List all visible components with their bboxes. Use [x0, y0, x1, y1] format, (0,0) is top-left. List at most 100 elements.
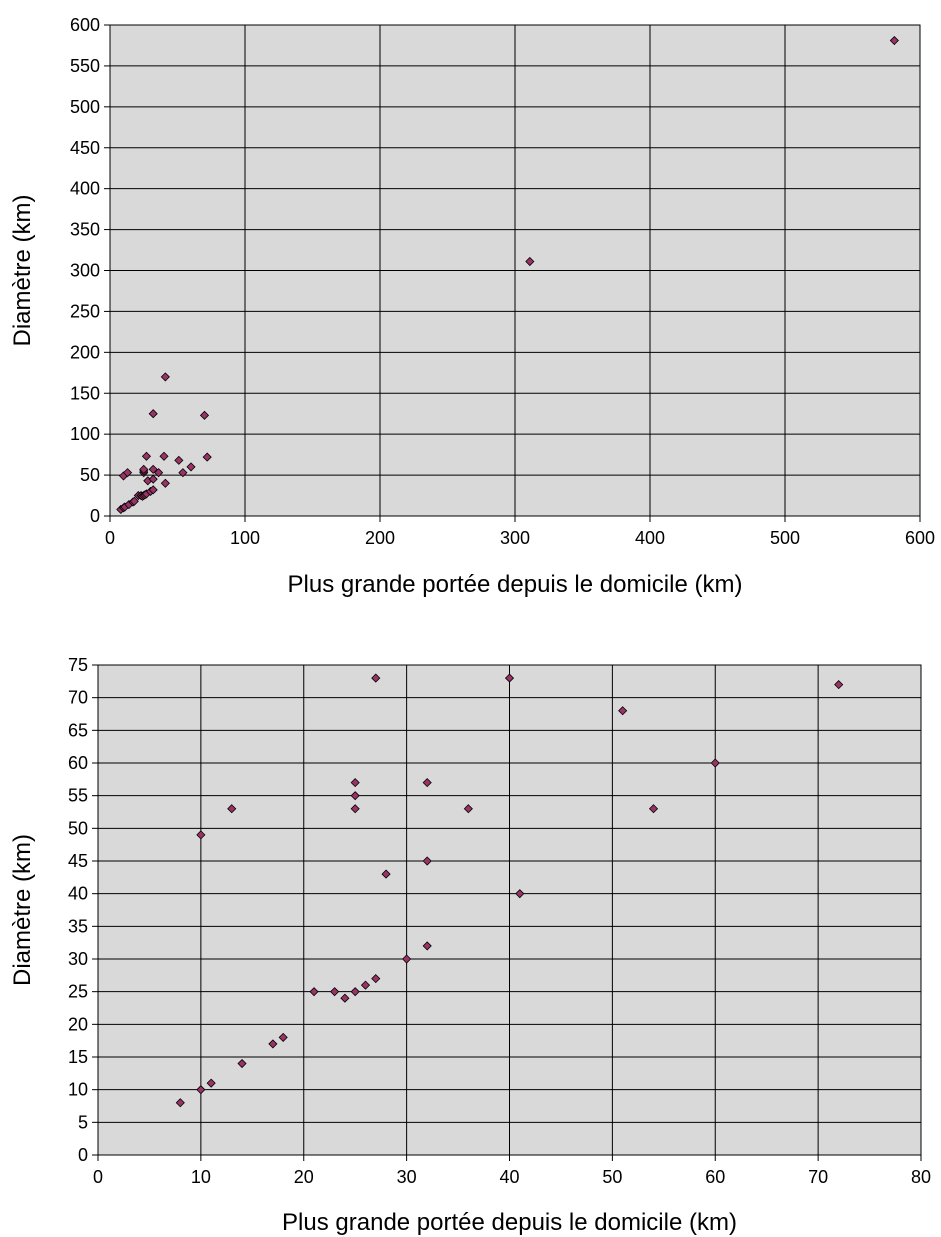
data-point [237, 1058, 247, 1069]
data-point [202, 452, 212, 462]
y-tick-label: 150 [70, 383, 100, 403]
y-tick-label: 350 [70, 220, 100, 240]
y-tick-label: 75 [68, 655, 88, 675]
data-point [227, 804, 237, 814]
y-tick-label: 55 [68, 786, 88, 806]
data-point [206, 1078, 216, 1088]
data-point [160, 478, 170, 488]
x-tick-label: 100 [230, 528, 260, 548]
y-tick-label: 5 [78, 1112, 88, 1132]
data-point [148, 464, 158, 474]
x-tick-label: 60 [705, 1167, 725, 1187]
y-tick-label: 50 [68, 818, 88, 838]
y-tick-label: 35 [68, 916, 88, 936]
x-tick-label: 600 [905, 528, 935, 548]
data-point [175, 1098, 185, 1108]
data-point [350, 791, 360, 801]
data-point [422, 856, 432, 866]
data-point [422, 778, 432, 788]
data-point [186, 462, 196, 472]
data-point [350, 804, 360, 814]
data-point [350, 778, 360, 788]
x-axis-title: Plus grande portée depuis le domicile (k… [282, 1209, 737, 1236]
data-point [148, 485, 158, 495]
y-tick-label: 70 [68, 688, 88, 708]
x-axis-title: Plus grande portée depuis le domicile (k… [288, 571, 743, 598]
x-tick-label: 20 [294, 1167, 314, 1187]
data-point [422, 941, 432, 951]
data-point [196, 1085, 206, 1095]
data-point [154, 468, 164, 478]
data-point [889, 35, 899, 46]
data-point [360, 980, 371, 990]
data-point [350, 987, 360, 997]
y-tick-label: 10 [68, 1080, 88, 1100]
y-tick-label: 600 [70, 15, 100, 35]
y-tick-label: 200 [70, 342, 100, 362]
y-tick-label: 50 [80, 465, 100, 485]
y-tick-label: 65 [68, 720, 88, 740]
x-tick-label: 50 [602, 1167, 622, 1187]
y-tick-label: 15 [68, 1047, 88, 1067]
data-point [330, 987, 340, 997]
data-point [174, 455, 184, 465]
data-point [309, 987, 319, 997]
x-tick-label: 40 [499, 1167, 519, 1187]
chart-1: 0 50 100 150 200 250 300 350 400 450 500 550 600 0 100… [9, 15, 935, 598]
y-tick-label: 300 [70, 261, 100, 281]
plot-border [97, 664, 922, 1156]
data-point [122, 468, 133, 478]
data-point [834, 680, 844, 690]
y-tick-label: 450 [70, 138, 100, 158]
x-tick-label: 200 [365, 528, 395, 548]
data-point [178, 468, 188, 478]
y-tick-label: 20 [68, 1014, 88, 1034]
x-tick-label: 70 [808, 1167, 828, 1187]
data-point [159, 451, 169, 461]
y-tick-label: 60 [68, 753, 88, 773]
data-point [710, 758, 720, 768]
y-axis-title: Diamètre (km) [9, 194, 36, 346]
data-point [148, 474, 158, 484]
y-axis-title: Diamètre (km) [9, 834, 36, 986]
y-tick-label: 0 [78, 1145, 88, 1165]
data-point [381, 869, 391, 879]
y-tick-label: 30 [68, 949, 88, 969]
data-point [199, 410, 210, 420]
data-point [463, 804, 473, 814]
y-tick-label: 40 [68, 884, 88, 904]
chart-2: 0 5 10 15 20 25 30 35 40 45 50 55 60 65 70 75 0 10 20 30 40 5… [9, 655, 931, 1236]
y-tick-label: 500 [70, 97, 100, 117]
y-tick-label: 0 [90, 506, 100, 526]
data-point [160, 372, 170, 382]
x-tick-label: 0 [93, 1167, 103, 1187]
y-tick-label: 25 [68, 982, 88, 1002]
x-tick-label: 30 [397, 1167, 417, 1187]
x-tick-label: 500 [770, 528, 800, 548]
data-point [141, 451, 152, 461]
data-point [129, 496, 139, 506]
data-point [648, 804, 659, 814]
data-point [196, 830, 206, 840]
y-tick-label: 45 [68, 851, 88, 871]
x-tick-label: 10 [191, 1167, 211, 1187]
y-tick-label: 100 [70, 424, 100, 444]
data-point [515, 889, 525, 899]
data-point [618, 706, 628, 716]
y-tick-label: 250 [70, 301, 100, 321]
plot-border [109, 24, 921, 517]
x-tick-label: 300 [500, 528, 530, 548]
data-point [371, 673, 381, 683]
data-point [139, 464, 149, 474]
data-point [371, 974, 381, 984]
data-point [268, 1039, 278, 1049]
x-tick-label: 0 [105, 528, 115, 548]
y-tick-label: 400 [70, 179, 100, 199]
x-tick-label: 400 [635, 528, 665, 548]
x-tick-label: 80 [911, 1167, 931, 1187]
data-point [340, 993, 350, 1003]
y-tick-label: 550 [70, 56, 100, 76]
data-point [148, 409, 158, 419]
data-point [278, 1032, 288, 1042]
